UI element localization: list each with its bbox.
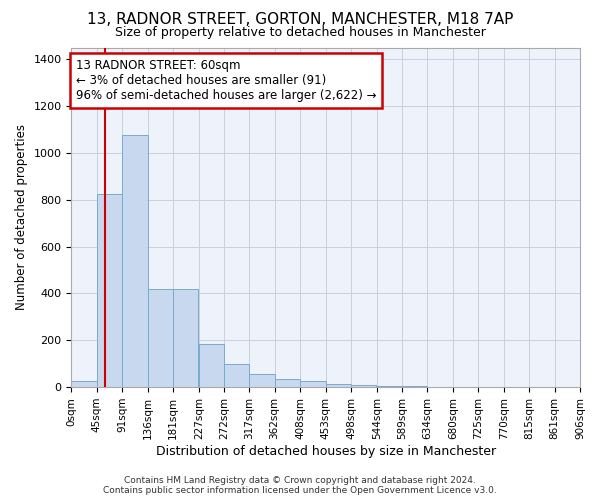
Bar <box>71 380 97 387</box>
Bar <box>224 364 250 387</box>
Text: Size of property relative to detached houses in Manchester: Size of property relative to detached ho… <box>115 26 485 39</box>
Bar <box>122 136 148 387</box>
Bar <box>377 386 402 387</box>
X-axis label: Distribution of detached houses by size in Manchester: Distribution of detached houses by size … <box>155 444 496 458</box>
Bar <box>199 344 224 387</box>
Text: 13 RADNOR STREET: 60sqm
← 3% of detached houses are smaller (91)
96% of semi-det: 13 RADNOR STREET: 60sqm ← 3% of detached… <box>76 59 376 102</box>
Bar <box>351 385 376 387</box>
Text: Contains HM Land Registry data © Crown copyright and database right 2024.
Contai: Contains HM Land Registry data © Crown c… <box>103 476 497 495</box>
Bar <box>275 379 300 387</box>
Bar <box>301 380 326 387</box>
Text: 13, RADNOR STREET, GORTON, MANCHESTER, M18 7AP: 13, RADNOR STREET, GORTON, MANCHESTER, M… <box>87 12 513 28</box>
Bar <box>250 374 275 387</box>
Bar <box>402 386 427 387</box>
Y-axis label: Number of detached properties: Number of detached properties <box>15 124 28 310</box>
Bar <box>97 194 122 387</box>
Bar <box>148 288 173 387</box>
Bar <box>326 384 351 387</box>
Bar <box>173 288 198 387</box>
